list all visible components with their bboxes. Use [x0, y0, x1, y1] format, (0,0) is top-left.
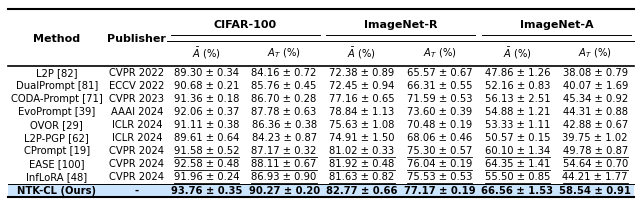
Text: 91.36 ± 0.18: 91.36 ± 0.18 — [173, 94, 239, 104]
Text: 66.31 ± 0.55: 66.31 ± 0.55 — [407, 81, 472, 91]
Text: DualPrompt [81]: DualPrompt [81] — [16, 81, 98, 91]
Text: $A_T$ (%): $A_T$ (%) — [423, 47, 456, 60]
Text: 89.61 ± 0.64: 89.61 ± 0.64 — [173, 133, 239, 143]
Text: 54.88 ± 1.21: 54.88 ± 1.21 — [484, 107, 550, 117]
Text: 55.50 ± 0.85: 55.50 ± 0.85 — [484, 172, 550, 183]
Text: $A_T$ (%): $A_T$ (%) — [579, 47, 612, 60]
Text: CIFAR-100: CIFAR-100 — [214, 20, 276, 30]
Text: CVPR 2023: CVPR 2023 — [109, 94, 164, 104]
Text: CVPR 2024: CVPR 2024 — [109, 172, 164, 183]
Text: 49.78 ± 0.87: 49.78 ± 0.87 — [563, 146, 628, 156]
Text: CVPR 2024: CVPR 2024 — [109, 146, 164, 156]
Text: 42.88 ± 0.67: 42.88 ± 0.67 — [563, 120, 628, 130]
Text: $\bar{A}$ (%): $\bar{A}$ (%) — [192, 46, 221, 61]
Text: 44.21 ± 1.77: 44.21 ± 1.77 — [563, 172, 628, 183]
Text: 91.11 ± 0.38: 91.11 ± 0.38 — [173, 120, 239, 130]
Text: 86.70 ± 0.28: 86.70 ± 0.28 — [252, 94, 317, 104]
Text: Method: Method — [33, 34, 81, 44]
Text: 60.10 ± 1.34: 60.10 ± 1.34 — [484, 146, 550, 156]
Text: ICLR 2024: ICLR 2024 — [111, 133, 162, 143]
Text: 82.77 ± 0.66: 82.77 ± 0.66 — [326, 186, 397, 195]
Text: 53.33 ± 1.11: 53.33 ± 1.11 — [484, 120, 550, 130]
Text: 71.59 ± 0.53: 71.59 ± 0.53 — [407, 94, 472, 104]
Text: EvoPrompt [39]: EvoPrompt [39] — [18, 107, 95, 117]
Text: InfLoRA [48]: InfLoRA [48] — [26, 172, 88, 183]
Text: 54.64 ± 0.70: 54.64 ± 0.70 — [563, 159, 628, 169]
Text: 64.35 ± 1.41: 64.35 ± 1.41 — [484, 159, 550, 169]
Text: 91.96 ± 0.24: 91.96 ± 0.24 — [173, 172, 239, 183]
Text: 87.17 ± 0.32: 87.17 ± 0.32 — [252, 146, 317, 156]
Text: 77.17 ± 0.19: 77.17 ± 0.19 — [404, 186, 476, 195]
Text: 91.58 ± 0.52: 91.58 ± 0.52 — [173, 146, 239, 156]
Text: 76.04 ± 0.19: 76.04 ± 0.19 — [407, 159, 472, 169]
Text: 73.60 ± 0.39: 73.60 ± 0.39 — [407, 107, 472, 117]
Text: CODA-Prompt [71]: CODA-Prompt [71] — [11, 94, 103, 104]
Text: 75.30 ± 0.57: 75.30 ± 0.57 — [407, 146, 472, 156]
Text: 70.48 ± 0.19: 70.48 ± 0.19 — [407, 120, 472, 130]
Text: $\bar{A}$ (%): $\bar{A}$ (%) — [348, 46, 376, 61]
Text: 52.16 ± 0.83: 52.16 ± 0.83 — [484, 81, 550, 91]
Text: NTK-CL (Ours): NTK-CL (Ours) — [17, 186, 97, 195]
Text: 68.06 ± 0.46: 68.06 ± 0.46 — [407, 133, 472, 143]
Text: 81.02 ± 0.33: 81.02 ± 0.33 — [330, 146, 394, 156]
Text: $\bar{A}$ (%): $\bar{A}$ (%) — [503, 46, 532, 61]
Text: ImageNet-R: ImageNet-R — [364, 20, 438, 30]
Text: 93.76 ± 0.35: 93.76 ± 0.35 — [171, 186, 242, 195]
Text: 85.76 ± 0.45: 85.76 ± 0.45 — [252, 81, 317, 91]
Text: 44.31 ± 0.88: 44.31 ± 0.88 — [563, 107, 628, 117]
Text: 47.86 ± 1.26: 47.86 ± 1.26 — [484, 68, 550, 78]
Text: 81.92 ± 0.48: 81.92 ± 0.48 — [329, 159, 394, 169]
Text: 86.93 ± 0.90: 86.93 ± 0.90 — [252, 172, 317, 183]
Text: CVPR 2024: CVPR 2024 — [109, 159, 164, 169]
Text: ICLR 2024: ICLR 2024 — [111, 120, 162, 130]
Text: 75.63 ± 1.08: 75.63 ± 1.08 — [329, 120, 394, 130]
Text: 88.11 ± 0.67: 88.11 ± 0.67 — [252, 159, 317, 169]
Text: 84.16 ± 0.72: 84.16 ± 0.72 — [252, 68, 317, 78]
Text: CPrompt [19]: CPrompt [19] — [24, 146, 90, 156]
Text: 92.58 ± 0.48: 92.58 ± 0.48 — [173, 159, 239, 169]
Text: 40.07 ± 1.69: 40.07 ± 1.69 — [563, 81, 628, 91]
Text: 56.13 ± 2.51: 56.13 ± 2.51 — [484, 94, 550, 104]
Text: 87.78 ± 0.63: 87.78 ± 0.63 — [252, 107, 317, 117]
Text: 75.53 ± 0.53: 75.53 ± 0.53 — [407, 172, 472, 183]
Text: L2P-PGP [62]: L2P-PGP [62] — [24, 133, 89, 143]
Text: 78.84 ± 1.13: 78.84 ± 1.13 — [329, 107, 394, 117]
Text: $A_T$ (%): $A_T$ (%) — [268, 47, 301, 60]
Text: 65.57 ± 0.67: 65.57 ± 0.67 — [407, 68, 472, 78]
Text: AAAI 2024: AAAI 2024 — [111, 107, 163, 117]
Text: ECCV 2022: ECCV 2022 — [109, 81, 164, 91]
Text: OVOR [29]: OVOR [29] — [31, 120, 83, 130]
Text: Publisher: Publisher — [108, 34, 166, 44]
Text: 38.08 ± 0.79: 38.08 ± 0.79 — [563, 68, 628, 78]
Text: 84.23 ± 0.87: 84.23 ± 0.87 — [252, 133, 317, 143]
Text: 66.56 ± 1.53: 66.56 ± 1.53 — [481, 186, 554, 195]
Text: 72.38 ± 0.89: 72.38 ± 0.89 — [329, 68, 394, 78]
Text: 77.16 ± 0.65: 77.16 ± 0.65 — [329, 94, 395, 104]
Text: 50.57 ± 0.15: 50.57 ± 0.15 — [484, 133, 550, 143]
Text: 92.06 ± 0.37: 92.06 ± 0.37 — [173, 107, 239, 117]
Text: CVPR 2022: CVPR 2022 — [109, 68, 164, 78]
Text: 72.45 ± 0.94: 72.45 ± 0.94 — [329, 81, 394, 91]
Text: EASE [100]: EASE [100] — [29, 159, 84, 169]
FancyBboxPatch shape — [8, 184, 634, 197]
Text: 86.36 ± 0.38: 86.36 ± 0.38 — [252, 120, 317, 130]
Text: 81.63 ± 0.82: 81.63 ± 0.82 — [329, 172, 394, 183]
Text: 45.34 ± 0.92: 45.34 ± 0.92 — [563, 94, 628, 104]
Text: 90.68 ± 0.21: 90.68 ± 0.21 — [173, 81, 239, 91]
Text: 74.91 ± 1.50: 74.91 ± 1.50 — [329, 133, 395, 143]
Text: 39.75 ± 1.02: 39.75 ± 1.02 — [563, 133, 628, 143]
Text: L2P [82]: L2P [82] — [36, 68, 77, 78]
Text: 90.27 ± 0.20: 90.27 ± 0.20 — [248, 186, 319, 195]
Text: -: - — [135, 186, 139, 195]
Text: 89.30 ± 0.34: 89.30 ± 0.34 — [174, 68, 239, 78]
Text: ImageNet-A: ImageNet-A — [520, 20, 593, 30]
Text: 58.54 ± 0.91: 58.54 ± 0.91 — [559, 186, 631, 195]
